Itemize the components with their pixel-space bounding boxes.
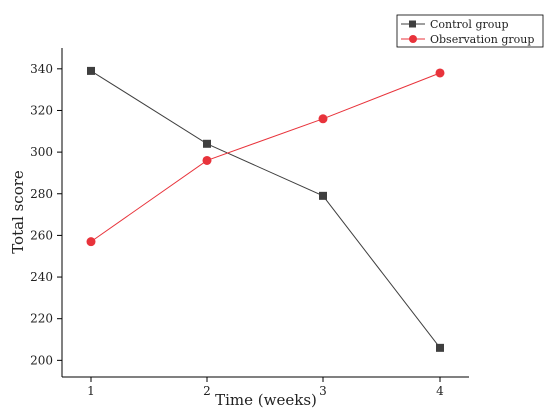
y-axis-label: Total score [9,170,27,254]
legend-box [396,14,544,48]
data-point [202,155,212,165]
legend-items: Control group Observation group [401,18,534,46]
y-tick-label: 220 [30,312,53,326]
y-tick-label: 240 [30,270,53,284]
series-line [90,72,441,243]
series-1 [86,68,445,247]
y-tick-label: 340 [30,62,53,76]
legend-marker [409,35,417,43]
series-group [86,66,445,352]
y-ticks: 200 220 240 260 280 300 320 340 [30,62,62,367]
x-tick-label: 4 [436,384,444,398]
y-tick-label: 320 [30,103,53,117]
x-tick-label: 3 [319,384,327,398]
y-tick-label: 280 [30,187,53,201]
axes [61,48,469,378]
legend-item: Observation group [401,33,534,46]
data-point [318,114,328,124]
series-line [90,70,441,349]
x-axis-label: Time (weeks) [215,391,317,409]
y-tick-label: 260 [30,228,53,242]
data-point [87,66,95,75]
x-ticks: 1 2 3 4 [87,377,444,398]
legend-label: Observation group [430,33,534,46]
data-point [203,139,211,148]
data-point [436,343,444,352]
data-point [86,237,96,247]
data-point [319,191,327,200]
legend-marker [409,20,416,28]
legend-label: Control group [430,18,509,31]
legend: Control group Observation group [396,14,544,48]
legend-item: Control group [401,18,509,31]
data-point [435,68,445,78]
series-0 [87,66,444,352]
x-tick-label: 2 [203,384,211,398]
x-tick-label: 1 [87,384,95,398]
y-tick-label: 300 [30,145,53,159]
y-tick-label: 200 [30,353,53,367]
